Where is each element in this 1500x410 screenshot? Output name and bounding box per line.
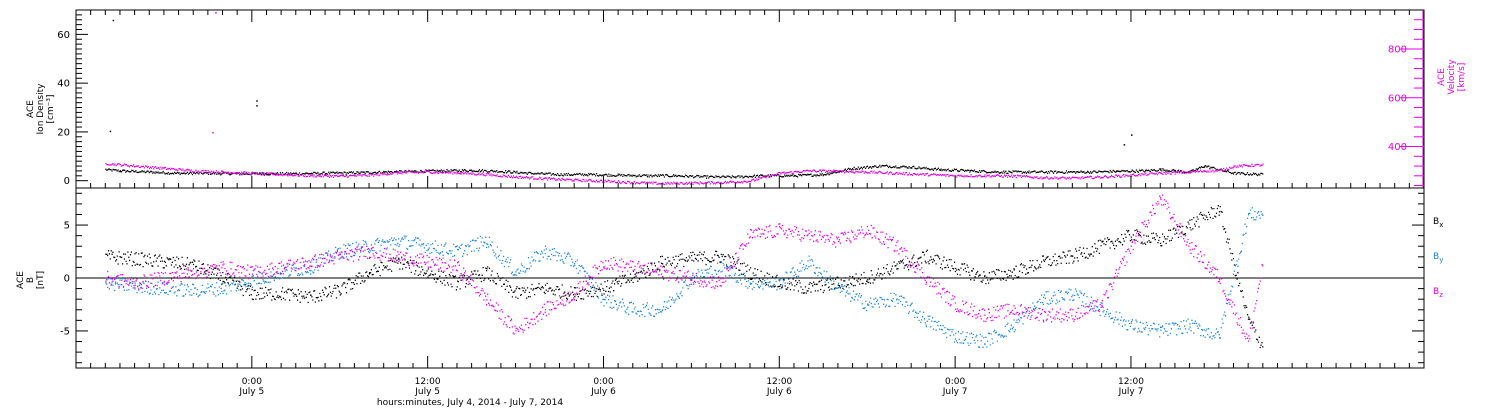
x-tick-date-label: July 6 [590,387,616,397]
x-tick-date-label: July 5 [414,387,440,397]
magnetic-field-axis-title-line: ACE [16,271,26,289]
outlier-point [256,105,258,107]
density-axis-title-line: Ion Density [36,83,46,135]
velocity-axis-title: ACEVelocity[km/s] [1437,59,1467,95]
velocity-series [105,162,1264,186]
outlier-point [215,11,217,14]
magnetic-field-axis-title-line: B [26,277,36,283]
outlier-point [256,100,258,102]
series-by [105,207,1264,349]
velocity-tick-label: 800 [1388,45,1407,56]
legend-bx: Bx [1433,217,1443,229]
top-y-tick-label: 20 [57,127,70,138]
x-tick-time-label: 12:00 [766,377,792,387]
series-bz [105,194,1264,342]
legend-bz: Bz [1433,287,1443,299]
magnetic-field-axis-title-line: [nT] [36,271,46,289]
velocity-tick-label: 600 [1388,93,1407,104]
velocity-axis-title-line: [km/s] [1457,63,1467,92]
outlier-point [112,19,115,22]
legend-by: By [1433,252,1443,264]
top-y-tick-label: 60 [57,30,70,41]
bottom-y-tick-label: -5 [60,326,70,337]
x-tick-date-label: July 7 [942,387,968,397]
density-axis-title-line: [cm⁻³] [46,94,56,123]
x-tick-time-label: 0:00 [945,377,965,387]
outlier-point [109,130,112,133]
density-axis-title-line: ACE [26,100,36,118]
outlier-point [212,131,214,134]
top-y-tick-label: 40 [57,79,70,90]
velocity-axis-title-line: ACE [1437,68,1447,86]
x-axis-title: hours:minutes, July 4, 2014 - July 7, 20… [377,398,564,408]
legend-subscript: y [1439,256,1443,264]
x-tick-time-label: 12:00 [415,377,441,387]
outlier-point [1123,144,1126,146]
legend-subscript: z [1439,291,1443,299]
x-tick-time-label: 0:00 [242,377,262,387]
series-bx [105,205,1264,349]
top-panel-frame [75,9,1425,189]
x-tick-time-label: 0:00 [593,377,613,387]
legend-subscript: x [1439,221,1443,229]
magnetic-field-axis-title: ACEB[nT] [16,271,46,289]
top-y-tick-label: 0 [64,176,70,187]
x-tick-date-label: July 7 [1118,387,1144,397]
outlier-point [1130,134,1133,136]
density-axis-title: ACEIon Density[cm⁻³] [26,83,56,135]
velocity-tick-label: 400 [1388,142,1407,153]
x-tick-time-label: 12:00 [1118,377,1144,387]
bottom-y-tick-label: 0 [64,274,70,285]
bottom-y-tick-label: 5 [64,221,70,232]
x-tick-date-label: July 5 [238,387,264,397]
x-tick-date-label: July 6 [766,387,792,397]
velocity-axis-title-line: Velocity [1447,59,1457,95]
